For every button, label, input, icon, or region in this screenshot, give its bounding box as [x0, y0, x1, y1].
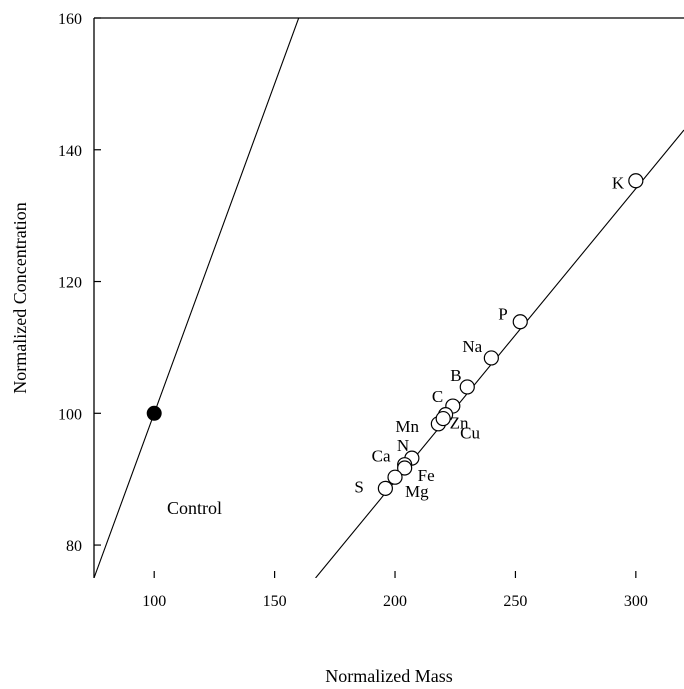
- data-point-k: [628, 173, 644, 189]
- data-point-na: [483, 350, 499, 366]
- point-label-s: S: [354, 477, 363, 496]
- y-axis-label: Normalized Concentration: [10, 202, 30, 393]
- fit-line: [315, 129, 684, 578]
- y-tick-label: 100: [58, 406, 82, 423]
- data-point-b: [459, 379, 475, 395]
- point-label-mg: Mg: [405, 482, 429, 501]
- y-tick-label: 140: [58, 143, 82, 160]
- control-point: [146, 405, 162, 421]
- point-label-p: P: [498, 305, 507, 324]
- point-label-mn: Mn: [395, 417, 419, 436]
- point-label-cu: Cu: [460, 424, 480, 443]
- x-tick-label: 150: [263, 593, 287, 610]
- data-point-mg: [387, 469, 403, 485]
- point-label-zn: Zn: [450, 414, 469, 433]
- x-tick-label: 250: [503, 593, 527, 610]
- point-label-fe: Fe: [418, 466, 435, 485]
- point-label-k: K: [612, 174, 625, 193]
- x-axis-label: Normalized Mass: [325, 666, 452, 686]
- point-label-na: Na: [462, 337, 482, 356]
- data-point-cu: [435, 410, 451, 427]
- x-tick-label: 300: [624, 593, 648, 610]
- data-point-p: [512, 314, 528, 330]
- y-tick-label: 160: [58, 11, 82, 28]
- control-line: [94, 18, 300, 578]
- data-point-s: [377, 480, 393, 496]
- y-tick-label: 120: [58, 275, 82, 292]
- point-label-ca: Ca: [372, 447, 391, 466]
- x-tick-label: 100: [142, 593, 166, 610]
- point-label-b: B: [450, 366, 461, 385]
- y-tick-label: 80: [66, 538, 82, 555]
- control-annotation: Control: [167, 498, 222, 518]
- x-tick-label: 200: [383, 593, 407, 610]
- point-label-c: C: [432, 387, 443, 406]
- point-label-n: N: [397, 436, 409, 455]
- data-point-fe: [397, 460, 413, 476]
